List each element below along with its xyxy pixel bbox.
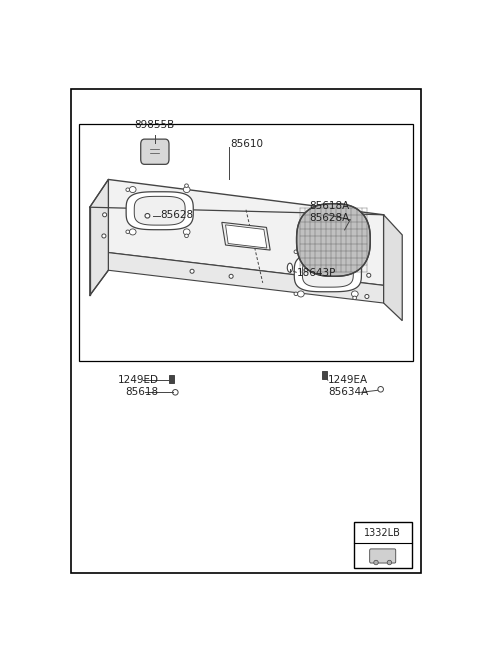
Text: 18643P: 18643P	[297, 269, 336, 278]
Text: 85610: 85610	[230, 139, 263, 149]
Ellipse shape	[172, 390, 178, 395]
Ellipse shape	[129, 229, 136, 235]
Bar	[79, 124, 413, 361]
Text: 85618: 85618	[125, 387, 158, 398]
Ellipse shape	[365, 295, 369, 299]
Ellipse shape	[298, 248, 304, 255]
Ellipse shape	[103, 213, 107, 217]
Ellipse shape	[126, 230, 130, 234]
Ellipse shape	[190, 269, 194, 273]
Polygon shape	[169, 375, 174, 383]
Polygon shape	[108, 179, 384, 286]
Ellipse shape	[351, 291, 358, 297]
Text: 1332LB: 1332LB	[364, 528, 401, 538]
Ellipse shape	[185, 234, 188, 238]
Text: 1249ED: 1249ED	[118, 375, 159, 385]
Polygon shape	[108, 253, 384, 303]
Bar	[354, 523, 411, 568]
Polygon shape	[226, 225, 267, 248]
Ellipse shape	[378, 386, 384, 392]
Polygon shape	[297, 204, 370, 276]
Ellipse shape	[353, 246, 357, 250]
Ellipse shape	[145, 214, 150, 218]
Polygon shape	[90, 179, 108, 295]
Ellipse shape	[353, 296, 357, 299]
Ellipse shape	[129, 187, 136, 193]
Polygon shape	[134, 196, 185, 225]
Polygon shape	[302, 258, 353, 287]
Ellipse shape	[229, 274, 233, 278]
FancyBboxPatch shape	[141, 139, 169, 164]
Ellipse shape	[298, 291, 304, 297]
Polygon shape	[222, 222, 270, 250]
Text: 85618A: 85618A	[309, 200, 349, 211]
FancyBboxPatch shape	[370, 549, 396, 563]
Polygon shape	[322, 371, 327, 379]
Ellipse shape	[294, 292, 298, 295]
Ellipse shape	[102, 234, 106, 238]
Text: 85628A: 85628A	[309, 214, 349, 223]
Ellipse shape	[183, 187, 190, 193]
Polygon shape	[294, 253, 361, 291]
Ellipse shape	[367, 273, 371, 277]
Ellipse shape	[294, 250, 298, 253]
Ellipse shape	[387, 560, 392, 565]
Polygon shape	[126, 192, 193, 230]
Ellipse shape	[351, 248, 358, 255]
Ellipse shape	[374, 560, 378, 565]
Text: 85628: 85628	[160, 210, 193, 220]
Ellipse shape	[126, 188, 130, 191]
Text: 85634A: 85634A	[328, 387, 368, 398]
Text: 89855B: 89855B	[135, 120, 175, 130]
Ellipse shape	[183, 229, 190, 235]
Ellipse shape	[288, 263, 292, 272]
Polygon shape	[384, 215, 402, 321]
Text: 1249EA: 1249EA	[328, 375, 368, 385]
Ellipse shape	[185, 184, 188, 187]
